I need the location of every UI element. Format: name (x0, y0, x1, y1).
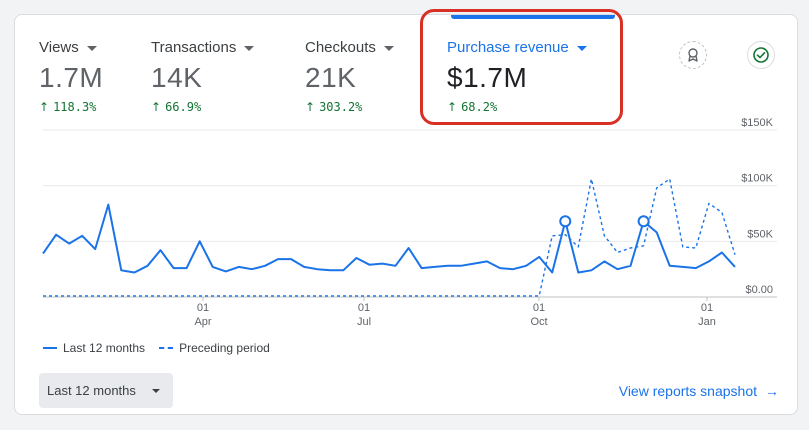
metric-purchase-revenue-change-value: 68.2% (461, 100, 498, 114)
metric-transactions-value: 14K (151, 62, 203, 93)
metric-checkouts-change-value: 303.2% (319, 100, 363, 114)
view-reports-snapshot-link[interactable]: View reports snapshot → (619, 383, 779, 399)
metric-views-change-value: 118.3% (53, 100, 97, 114)
legend-item-current: Last 12 months (43, 341, 145, 355)
insights-badge-icon[interactable] (679, 41, 707, 69)
chevron-down-icon (383, 46, 394, 51)
data-point-marker (637, 215, 650, 228)
metric-transactions-label: Transactions (151, 39, 237, 56)
metric-purchase-revenue-change: ↑ 68.2% (447, 100, 587, 114)
metric-purchase-revenue-label-row[interactable]: Purchase revenue (447, 39, 587, 56)
chevron-down-icon (86, 46, 97, 51)
legend-previous-label: Preceding period (179, 341, 270, 355)
x-tick-month: Jan (698, 316, 716, 328)
metric-purchase-revenue[interactable]: Purchase revenue $1.7M ↑ 68.2% (447, 39, 587, 114)
metric-checkouts-value: 21K (305, 62, 357, 93)
chevron-down-icon (151, 388, 160, 393)
metric-checkouts-change: ↑ 303.2% (305, 100, 394, 114)
arrow-up-icon: ↑ (447, 100, 458, 114)
x-tick-day: 01 (197, 302, 209, 314)
metric-checkouts[interactable]: Checkouts 21K ↑ 303.2% (305, 39, 394, 114)
x-tick-month: Jul (357, 316, 371, 328)
series-line-last-12-months (42, 203, 736, 274)
metric-transactions-change: ↑ 66.9% (151, 100, 254, 114)
data-point-marker (559, 215, 572, 228)
metric-views[interactable]: Views 1.7M ↑ 118.3% (39, 39, 103, 114)
chart-legend: Last 12 months Preceding period (43, 341, 270, 355)
active-metric-indicator (451, 15, 615, 19)
purchase-revenue-chart: $150K $100K $50K $0.00 01 Apr 01 Jul 01 Oct 01 Jan (42, 117, 777, 328)
metric-checkouts-label-row[interactable]: Checkouts (305, 39, 394, 56)
series-line-preceding-period (43, 178, 736, 297)
legend-item-previous: Preceding period (159, 341, 270, 355)
arrow-right-icon: → (765, 383, 779, 399)
metric-views-label: Views (39, 39, 79, 56)
highlight-annotation-box (420, 9, 623, 125)
metric-transactions[interactable]: Transactions 14K ↑ 66.9% (151, 39, 255, 114)
arrow-up-icon: ↑ (151, 100, 162, 114)
legend-current-label: Last 12 months (63, 341, 146, 355)
chevron-down-icon (244, 46, 255, 51)
legend-dashed-line-icon (159, 347, 174, 349)
y-tick-label: $0.00 (745, 284, 773, 296)
arrow-up-icon: ↑ (305, 100, 316, 114)
metric-checkouts-label: Checkouts (305, 39, 376, 56)
metric-transactions-change-value: 66.9% (165, 100, 202, 114)
y-tick-label: $50K (747, 228, 773, 240)
y-tick-label: $150K (741, 117, 773, 129)
chevron-down-icon (576, 46, 587, 51)
metric-views-value: 1.7M (39, 62, 104, 93)
y-tick-label: $100K (741, 173, 773, 185)
metric-purchase-revenue-value: $1.7M (447, 62, 528, 93)
overview-card: Views 1.7M ↑ 118.3% Transactions 14K ↑ 6… (14, 9, 798, 415)
x-tick-day: 01 (533, 302, 545, 314)
metric-views-label-row[interactable]: Views (39, 39, 103, 56)
x-tick-month: Oct (530, 316, 547, 328)
snapshot-link-label: View reports snapshot (618, 383, 757, 399)
x-tick-day: 01 (701, 302, 713, 314)
date-range-dropdown[interactable]: Last 12 months (39, 373, 173, 408)
x-tick-month: Apr (194, 316, 211, 328)
metric-purchase-revenue-label: Purchase revenue (447, 39, 569, 56)
metric-transactions-label-row[interactable]: Transactions (151, 39, 255, 56)
arrow-up-icon: ↑ (39, 100, 50, 114)
metric-views-change: ↑ 118.3% (39, 100, 103, 114)
x-tick-day: 01 (358, 302, 370, 314)
checkmark-circle-icon[interactable] (747, 41, 775, 69)
legend-solid-line-icon (43, 347, 57, 349)
date-range-value: Last 12 months (47, 383, 136, 398)
